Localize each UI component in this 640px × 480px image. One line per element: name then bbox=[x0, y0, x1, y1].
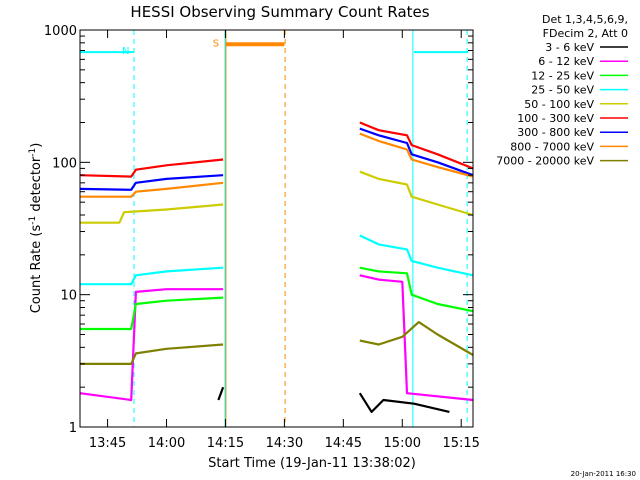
series-25-50-kev bbox=[80, 234, 474, 286]
series-7000-20000-kev-segment-1 bbox=[80, 343, 224, 365]
legend-label-300-800-kev: 300 - 800 keV bbox=[517, 126, 594, 139]
y-tick-label-10: 10 bbox=[60, 289, 77, 304]
series-25-50-kev-segment-1 bbox=[80, 266, 224, 286]
y-tick-label-1: 1 bbox=[69, 421, 77, 436]
series-25-50-kev-segment-2 bbox=[359, 234, 474, 277]
legend-header-line-1: Det 1,3,4,5,6,9, bbox=[542, 13, 628, 26]
legend-label-6-12-kev: 6 - 12 keV bbox=[538, 55, 594, 68]
x-tick-label-15-15: 15:15 bbox=[442, 436, 479, 451]
series-12-25-kev-segment-1 bbox=[80, 296, 224, 331]
legend-header-line-2: FDecim 2, Att 0 bbox=[543, 27, 628, 40]
series-100-300-kev-segment-1 bbox=[79, 158, 224, 178]
series-800-7000-kev bbox=[80, 132, 474, 198]
series-300-800-kev bbox=[79, 127, 474, 191]
y-label-end: ) bbox=[29, 143, 44, 148]
series-12-25-kev bbox=[80, 266, 474, 331]
x-tick-label-14-30: 14:30 bbox=[266, 436, 303, 451]
series-layer bbox=[79, 121, 474, 413]
series-300-800-kev-segment-1 bbox=[79, 174, 224, 191]
series-50-100-kev bbox=[80, 170, 474, 224]
annotation-label-n: N bbox=[122, 46, 129, 57]
plot-frame bbox=[79, 29, 474, 428]
x-tick-label-14-15: 14:15 bbox=[207, 436, 244, 451]
legend-label-800-7000-kev: 800 - 7000 keV bbox=[510, 140, 594, 153]
series-100-300-kev-segment-2 bbox=[359, 121, 474, 170]
x-tick-label-14-45: 14:45 bbox=[325, 436, 362, 451]
series-6-12-kev bbox=[79, 274, 474, 402]
legend-label-12-25-kev: 12 - 25 keV bbox=[531, 69, 594, 82]
legend: Det 1,3,4,5,6,9, FDecim 2, Att 0 3 - 6 k… bbox=[496, 13, 628, 168]
series-6-12-kev-segment-1 bbox=[79, 288, 224, 402]
series-3-6-kev bbox=[217, 386, 450, 413]
series-50-100-kev-segment-1 bbox=[80, 203, 224, 224]
series-50-100-kev-segment-2 bbox=[359, 170, 474, 217]
annotations: NS bbox=[80, 38, 469, 57]
y-label-main: Count Rate (s bbox=[29, 225, 44, 314]
y-axis: 1 10 100 1000 bbox=[44, 24, 473, 436]
legend-label-25-50-kev: 25 - 50 keV bbox=[531, 84, 594, 97]
y-tick-label-1000: 1000 bbox=[44, 24, 77, 39]
series-6-12-kev-segment-2 bbox=[359, 274, 474, 402]
y-label-mid: detector bbox=[29, 156, 44, 216]
legend-label-100-300-kev: 100 - 300 keV bbox=[517, 112, 594, 125]
series-3-6-kev-segment-2 bbox=[358, 392, 450, 413]
series-3-6-kev-segment-1 bbox=[217, 386, 225, 401]
series-100-300-kev bbox=[79, 121, 474, 178]
series-800-7000-kev-segment-2 bbox=[359, 132, 474, 178]
series-300-800-kev-segment-2 bbox=[359, 127, 474, 177]
series-800-7000-kev-segment-1 bbox=[80, 181, 224, 198]
x-tick-label-13-45: 13:45 bbox=[89, 436, 126, 451]
y-label-sup1: -1 bbox=[28, 216, 38, 225]
series-12-25-kev-segment-2 bbox=[359, 266, 474, 313]
y-label-sup2: -1 bbox=[28, 148, 38, 157]
series-7000-20000-kev-segment-2 bbox=[359, 321, 474, 356]
series-7000-20000-kev bbox=[80, 321, 474, 365]
legend-label-7000-20000-kev: 7000 - 20000 keV bbox=[496, 155, 594, 168]
x-axis: 13:45 14:00 14:15 14:30 14:45 15:00 15:15 bbox=[89, 30, 480, 451]
x-tick-label-15-00: 15:00 bbox=[384, 436, 421, 451]
vertical-markers bbox=[79, 30, 468, 427]
x-tick-label-14-00: 14:00 bbox=[148, 436, 185, 451]
footer-date: 20-Jan-2011 16:30 bbox=[571, 470, 636, 478]
legend-label-3-6-kev: 3 - 6 keV bbox=[545, 41, 594, 54]
legend-label-50-100-kev: 50 - 100 keV bbox=[524, 98, 594, 111]
y-tick-label-100: 100 bbox=[52, 156, 77, 171]
annotation-label-s: S bbox=[213, 38, 219, 49]
chart-title: HESSI Observing Summary Count Rates bbox=[130, 3, 429, 21]
x-axis-label: Start Time (19-Jan-11 13:38:02) bbox=[208, 456, 416, 471]
y-axis-label: Count Rate (s-1 detector-1) bbox=[28, 143, 44, 314]
